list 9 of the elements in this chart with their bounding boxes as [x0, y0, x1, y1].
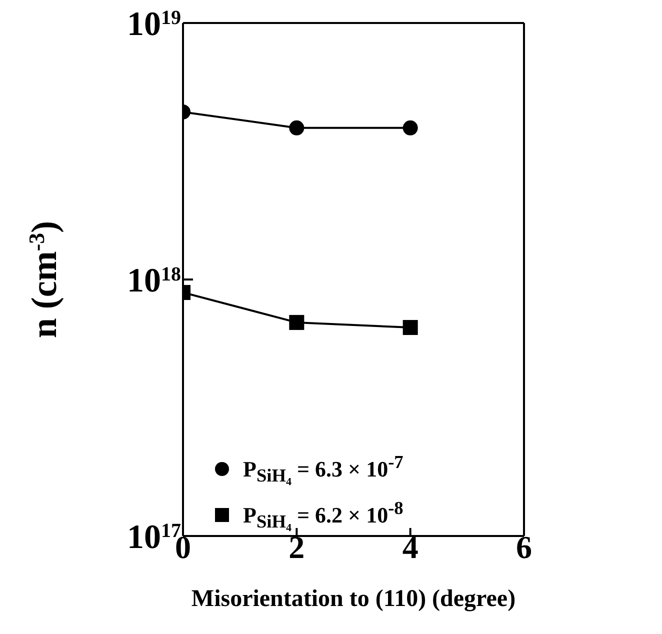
y-tick-label: 10$^{18}$	[127, 262, 181, 300]
point	[402, 320, 418, 335]
x-tick-label: 4	[402, 529, 418, 565]
y-tick-label: 10$^{19}$	[127, 6, 181, 43]
legend-label: P$_{SiH₄}$ = 6.2 × 10$^{-8}$	[243, 498, 404, 532]
point	[402, 120, 418, 136]
legend-label: P$_{SiH₄}$ = 6.3 × 10$^{-7}$	[243, 451, 404, 488]
x-axis-title: Misorientation to (110) (degree)	[191, 586, 516, 612]
x-tick-label: 6	[516, 529, 532, 565]
